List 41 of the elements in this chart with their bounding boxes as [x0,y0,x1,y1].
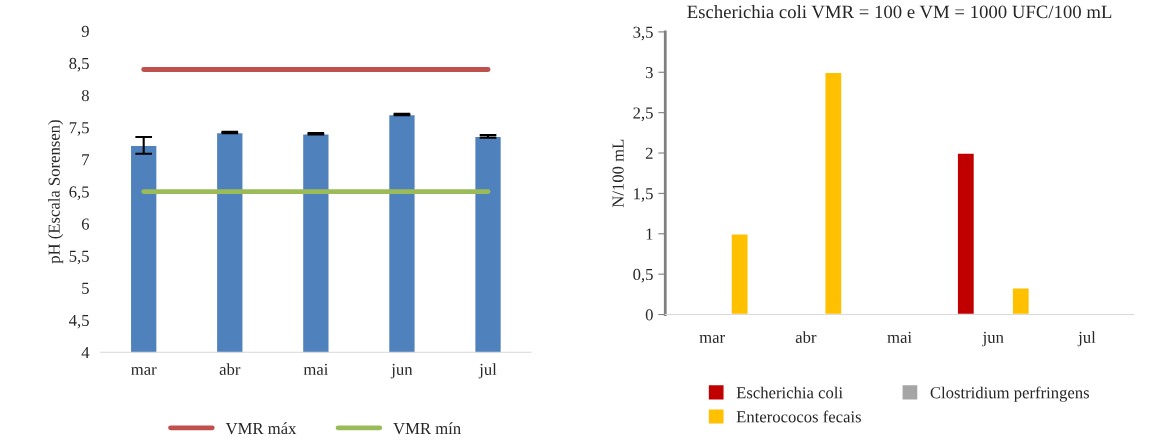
x-tick-label: jul [478,363,497,379]
x-tick-label: jun [982,331,1004,347]
y-tick-label: 4 [81,347,90,358]
x-tick-label: jun [390,363,413,379]
y-tick-label: 9 [81,25,89,37]
y-tick-label: 4,5 [69,314,89,329]
x-tick-label: abr [219,363,241,376]
x-tick-label: jul [1077,331,1096,347]
y-tick-label: 6 [81,218,90,230]
y-tick-label: 5,5 [69,250,89,265]
legend-label: VMR máx [225,422,297,435]
y-tick-label: 5 [82,282,89,294]
bar [1011,287,1031,315]
legend-label: Escherichia coli [736,386,843,399]
y-tick-label: 0 [645,309,653,321]
y-tick-label: 2 [645,147,653,159]
legend-label: Enterococos fecais [736,410,861,423]
y-tick-label: 1,5 [634,188,653,202]
y-tick-label: 6,5 [69,186,89,200]
chart-title: Escherichia coli VMR = 100 e VM = 1000 UFC/100 mL [687,5,1112,19]
y-axis-title: pH (Escala Sorensen) [48,120,64,264]
y-axis-title: N/100 mL [612,139,624,208]
y-tick-label: 3,5 [633,26,653,41]
x-tick-label: abr [795,331,817,343]
bar [824,71,843,315]
y-tick-label: 0,5 [633,268,653,283]
x-tick-label: mai [887,331,912,343]
x-tick-label: mai [303,363,329,376]
y-tick-label: 3 [645,67,653,79]
legend-label: Clostridium perfringens [930,386,1090,402]
y-tick-label: 2,5 [633,107,653,121]
y-tick-label: 8,5 [69,57,89,72]
y-tick-label: 7,5 [69,122,89,136]
x-tick-label: mar [131,367,157,376]
y-tick-label: 8 [81,89,89,102]
legend-label: VMR mín [393,422,461,435]
y-tick-label: 7 [82,154,90,166]
x-tick-label: mar [699,334,725,343]
y-tick-label: 1 [646,228,653,240]
bar [730,233,749,315]
bar [956,152,976,315]
